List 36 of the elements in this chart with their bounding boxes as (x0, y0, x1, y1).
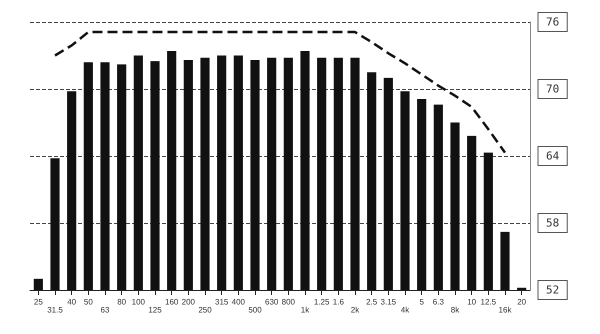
x-tick-label: 250 (198, 306, 212, 314)
x-tick-label: 31.5 (47, 306, 64, 314)
x-tick-label: 12.5 (480, 298, 497, 306)
y-tick-label: 52 (546, 284, 560, 296)
x-tick-label: 40 (67, 298, 77, 306)
y-tick-label: 76 (546, 16, 560, 28)
x-tick-label: 3.15 (380, 298, 397, 306)
y-tick-label: 58 (546, 216, 560, 230)
x-tick-label: 1.6 (332, 298, 344, 306)
x-tick-label: 25 (34, 298, 44, 306)
x-tick-label: 8k (450, 306, 460, 314)
x-tick-label: 2.5 (366, 298, 378, 306)
x-tick-label: 1k (300, 306, 310, 314)
line-series (54, 30, 506, 154)
x-tick-label: 16k (498, 306, 512, 314)
x-tick-label: 800 (282, 298, 296, 306)
x-tick-label: 125 (148, 306, 162, 314)
x-tick-label: 2k (350, 306, 360, 314)
x-tick-label: 10 (467, 298, 477, 306)
x-tick-label: 400 (232, 298, 246, 306)
x-tick-label: 20 (517, 298, 527, 306)
x-tick-label: 100 (132, 298, 146, 306)
x-tick-label: 500 (248, 306, 262, 314)
x-tick-label: 315 (214, 298, 229, 306)
x-tick-label: 630 (264, 298, 279, 306)
y-tick-label: 70 (546, 82, 560, 96)
x-tick-label: 4k (400, 306, 410, 314)
x-tick-label: 200 (182, 298, 196, 306)
x-tick-label: 5 (419, 298, 424, 306)
y-tick-label: 64 (546, 150, 560, 162)
x-tick-label: 1.25 (314, 298, 330, 306)
x-tick-label: 6.3 (432, 298, 444, 306)
x-tick-label: 50 (84, 298, 94, 306)
x-tick-label: 160 (164, 298, 179, 306)
x-tick-label: 80 (117, 298, 127, 306)
x-tick-label: 63 (100, 306, 110, 314)
